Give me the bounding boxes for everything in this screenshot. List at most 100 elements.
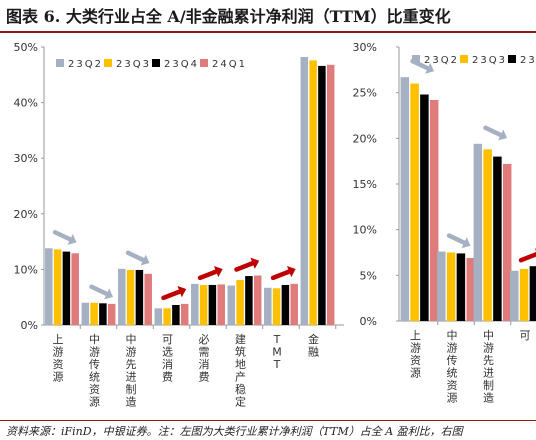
- bar-24Q1-上游资源: [429, 99, 439, 322]
- bar-24Q1-上游资源: [71, 253, 79, 325]
- bar-23Q2-中游传统资源: [437, 251, 446, 321]
- category-label-char: 必: [199, 333, 210, 346]
- legend-label-23Q3: 23Q3: [116, 59, 151, 70]
- bar-23Q4-中游先进制造: [135, 269, 144, 325]
- y-tick-label: 40%: [14, 97, 38, 110]
- category-label-char: 金: [308, 332, 319, 346]
- category-label-char: 中: [483, 329, 494, 342]
- category-label-char: T: [273, 358, 281, 371]
- bar-23Q4-可选消费: [172, 304, 180, 325]
- bar-24Q1-TMT: [290, 283, 298, 325]
- category-label-char: 源: [89, 395, 100, 409]
- category-label-char: 统: [447, 367, 458, 380]
- legend-swatch-23Q2: [412, 55, 420, 63]
- bar-23Q2-中游先进制造: [118, 268, 126, 325]
- category-label-char: 消: [162, 357, 173, 371]
- trend-arrow-head-down: [104, 288, 114, 300]
- bar-24Q1-中游先进制造: [144, 273, 152, 325]
- bar-23Q3-TMT: [272, 288, 281, 325]
- category-label-char: M: [272, 346, 282, 359]
- trend-arrow-up: [270, 268, 294, 281]
- category-label-char: 资: [410, 354, 421, 367]
- category-label-char: 中: [447, 329, 458, 342]
- legend-swatch-23Q3: [104, 59, 112, 67]
- trend-arrow-up: [234, 260, 257, 272]
- bar-23Q4-建筑地产稳定: [245, 276, 253, 325]
- category-label-char: 游: [53, 346, 64, 359]
- bar-23Q2-中游传统资源: [81, 302, 90, 325]
- category-label-char: 游: [447, 342, 458, 355]
- category-label-char: 游: [126, 346, 137, 359]
- category-label-char: 定: [235, 395, 246, 409]
- category-label-char: 筑: [235, 345, 246, 359]
- bar-23Q4-上游资源: [420, 94, 429, 321]
- y-tick-label: 30%: [353, 41, 377, 54]
- bar-23Q4-中游传统资源: [99, 303, 107, 325]
- bar-23Q3-上游资源: [53, 249, 62, 325]
- bar-24Q1-建筑地产稳定: [253, 275, 262, 325]
- category-label-char: 费: [162, 371, 173, 384]
- bar-23Q4-金融: [318, 65, 326, 326]
- bar-23Q3-上游资源: [410, 83, 419, 322]
- category-label-char: 资: [53, 358, 64, 371]
- category-label-char: 上: [53, 333, 64, 346]
- legend-swatch-23Q4: [508, 55, 516, 63]
- y-tick-label: 30%: [14, 152, 38, 165]
- trend-arrow-down: [125, 250, 148, 264]
- category-label-char: 统: [89, 371, 100, 384]
- category-label-char: 可: [520, 329, 531, 342]
- legend-label-23Q2: 23Q2: [424, 55, 459, 66]
- bar-23Q4-中游先进制造: [493, 156, 502, 321]
- category-label-char: 可: [162, 333, 173, 346]
- category-label-char: 源: [447, 391, 458, 405]
- bar-23Q3-必需消费: [199, 284, 208, 325]
- category-label-char: 游: [410, 342, 421, 355]
- bar-23Q4-可: [529, 266, 536, 321]
- category-label-char: 中: [126, 333, 137, 346]
- bar-23Q3-中游先进制造: [126, 269, 135, 325]
- bar-23Q4-上游资源: [62, 251, 71, 325]
- category-label-char: 先: [126, 358, 137, 371]
- trend-arrow-head-up: [250, 257, 260, 269]
- legend-label-23Q4: 23Q4: [520, 55, 536, 66]
- category-label-char: 制: [126, 383, 137, 396]
- bar-24Q1-中游先进制造: [502, 163, 512, 321]
- category-label-char: 消: [199, 357, 210, 371]
- category-label-char: 费: [199, 371, 210, 384]
- y-tick-label: 10%: [353, 224, 377, 237]
- y-tick-label: 10%: [14, 263, 38, 276]
- bar-23Q4-中游传统资源: [456, 253, 466, 321]
- category-label-char: 进: [483, 367, 494, 380]
- bar-23Q2-上游资源: [45, 248, 53, 325]
- legend-swatch-23Q2: [56, 59, 64, 67]
- trend-arrow-head-up: [177, 286, 187, 298]
- trend-arrow-head-up: [213, 265, 223, 278]
- trend-arrow-up: [161, 288, 184, 301]
- trend-arrow-head-up: [286, 265, 296, 278]
- bar-23Q2-建筑地产稳定: [227, 285, 236, 325]
- bar-23Q2-可: [510, 270, 519, 321]
- figure-title: 图表 6. 大类行业占全 A/非金融累计净利润（TTM）比重变化: [6, 7, 451, 26]
- category-label-char: 中: [89, 333, 100, 346]
- category-label-char: 造: [483, 391, 494, 405]
- y-tick-label: 20%: [353, 132, 377, 145]
- bar-23Q3-中游传统资源: [446, 252, 456, 321]
- category-label-char: 资: [89, 383, 100, 396]
- category-label-char: 上: [410, 329, 421, 342]
- category-label-char: 游: [483, 342, 494, 355]
- bar-24Q1-中游传统资源: [466, 257, 475, 321]
- trend-arrow-head-down: [67, 233, 77, 245]
- category-label-char: 传: [447, 354, 458, 367]
- bar-23Q2-金融: [300, 57, 309, 326]
- y-tick-label: 25%: [353, 87, 377, 100]
- bar-23Q2-中游先进制造: [473, 143, 483, 321]
- category-label-char: 需: [199, 346, 210, 359]
- footnote-rule: [0, 420, 536, 421]
- category-label-char: 先: [483, 354, 494, 367]
- title-rule: [0, 31, 536, 33]
- bar-23Q4-必需消费: [208, 284, 217, 325]
- legend-swatch-23Q3: [460, 55, 468, 63]
- trend-arrow-head-down: [461, 237, 471, 249]
- bar-23Q3-可选消费: [163, 308, 171, 325]
- category-label-char: 产: [235, 370, 246, 384]
